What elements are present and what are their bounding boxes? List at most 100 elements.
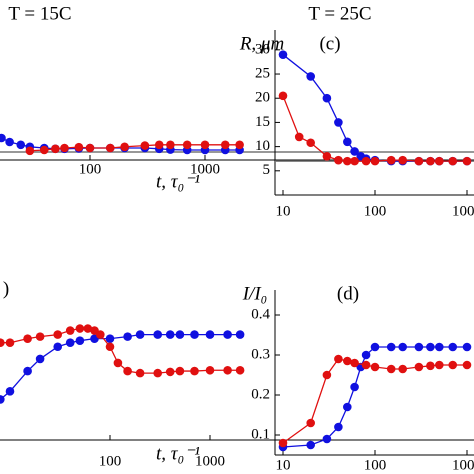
data-point bbox=[235, 365, 245, 375]
data-point bbox=[343, 402, 352, 412]
x-tick-label: 100 bbox=[79, 161, 102, 177]
data-point bbox=[140, 141, 150, 150]
data-point bbox=[123, 366, 132, 376]
data-point bbox=[448, 342, 458, 352]
data-point bbox=[35, 332, 45, 341]
y-tick-label: 25 bbox=[255, 65, 270, 81]
data-point bbox=[105, 143, 115, 153]
data-point bbox=[60, 143, 69, 153]
y-tick-label: 20 bbox=[255, 90, 270, 106]
data-point bbox=[182, 140, 192, 150]
x-tick-label: 1000 bbox=[452, 203, 474, 219]
data-point bbox=[220, 140, 230, 150]
data-point bbox=[175, 330, 185, 339]
data-point bbox=[306, 418, 315, 428]
data-point bbox=[398, 155, 407, 165]
panel-label: (c) bbox=[319, 33, 340, 54]
data-point bbox=[462, 156, 472, 166]
data-point bbox=[105, 334, 115, 343]
y-tick-label: 0.3 bbox=[251, 346, 270, 362]
series-line bbox=[282, 95, 467, 162]
data-point bbox=[25, 146, 35, 156]
y-tick-label: 5 bbox=[263, 162, 271, 178]
data-point bbox=[0, 395, 5, 404]
x-tick-label: 100 bbox=[364, 457, 387, 473]
data-point bbox=[113, 358, 123, 368]
data-point bbox=[135, 368, 145, 378]
data-point bbox=[343, 356, 352, 366]
data-point bbox=[278, 438, 288, 448]
y-tick-label: 0.2 bbox=[251, 386, 270, 402]
series-line bbox=[0, 333, 241, 400]
data-point bbox=[306, 72, 315, 81]
data-point bbox=[448, 360, 458, 370]
data-point bbox=[386, 155, 396, 165]
data-point bbox=[426, 361, 435, 371]
data-point bbox=[23, 334, 32, 343]
data-point bbox=[398, 364, 407, 374]
data-point bbox=[435, 342, 444, 352]
data-point bbox=[370, 156, 380, 166]
data-point bbox=[322, 93, 332, 103]
panel-title: T = 15C bbox=[8, 3, 71, 24]
data-point bbox=[343, 137, 352, 147]
data-point bbox=[306, 138, 315, 148]
data-point bbox=[386, 364, 396, 374]
data-point bbox=[350, 358, 359, 368]
data-point bbox=[278, 91, 288, 101]
data-point bbox=[135, 330, 145, 339]
data-point bbox=[205, 330, 215, 339]
data-point bbox=[448, 156, 458, 166]
series-line bbox=[282, 358, 467, 444]
data-point bbox=[53, 330, 63, 339]
data-point bbox=[105, 342, 115, 352]
data-point bbox=[51, 144, 60, 154]
data-point bbox=[223, 330, 232, 339]
data-point bbox=[322, 151, 332, 161]
y-tick-label: 0.1 bbox=[251, 426, 270, 442]
data-point bbox=[462, 342, 472, 352]
y-axis-label: I/I₀ bbox=[242, 283, 268, 304]
data-point bbox=[361, 350, 371, 360]
data-point bbox=[39, 145, 49, 155]
data-point bbox=[294, 132, 304, 142]
data-point bbox=[23, 366, 32, 376]
data-point bbox=[96, 330, 105, 339]
data-point bbox=[370, 342, 380, 352]
data-point bbox=[190, 366, 199, 376]
data-point bbox=[386, 342, 396, 352]
data-point bbox=[414, 362, 424, 372]
data-point bbox=[75, 336, 85, 345]
data-point bbox=[5, 338, 15, 348]
data-point bbox=[74, 142, 84, 152]
panel-title: T = 25C bbox=[308, 3, 371, 24]
data-point bbox=[120, 142, 129, 152]
data-point bbox=[426, 342, 435, 352]
data-point bbox=[435, 360, 444, 370]
data-point bbox=[166, 140, 175, 150]
data-point bbox=[361, 156, 371, 166]
data-point bbox=[361, 360, 371, 370]
data-point bbox=[190, 330, 199, 339]
panel-label: ) bbox=[3, 278, 9, 299]
data-point bbox=[16, 140, 26, 150]
x-tick-label: 1000 bbox=[452, 457, 474, 473]
data-point bbox=[350, 382, 359, 392]
x-axis-label: t, τ₀⁻¹ bbox=[156, 171, 200, 192]
data-point bbox=[153, 330, 163, 339]
data-point bbox=[153, 368, 163, 378]
data-point bbox=[75, 324, 85, 333]
data-point bbox=[426, 156, 435, 166]
x-tick-label: 1000 bbox=[190, 161, 220, 177]
x-tick-label: 10 bbox=[276, 457, 291, 473]
data-point bbox=[334, 354, 343, 364]
data-point bbox=[85, 143, 95, 153]
data-point bbox=[35, 354, 45, 364]
x-tick-label: 1000 bbox=[195, 453, 225, 469]
x-axis-label: t, τ₀⁻¹ bbox=[156, 443, 200, 464]
data-point bbox=[322, 370, 332, 380]
y-tick-label: 0.4 bbox=[251, 306, 270, 322]
data-point bbox=[154, 140, 164, 150]
